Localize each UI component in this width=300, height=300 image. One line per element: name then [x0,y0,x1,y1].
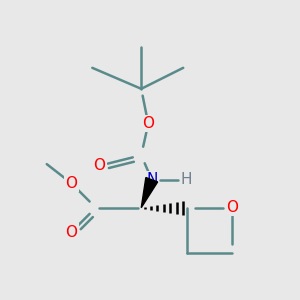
Text: O: O [65,176,77,191]
Text: O: O [65,225,77,240]
Polygon shape [141,178,158,208]
Text: O: O [93,158,105,173]
Text: H: H [181,172,193,187]
Text: N: N [146,172,158,187]
Text: O: O [226,200,238,215]
Text: O: O [142,116,154,131]
